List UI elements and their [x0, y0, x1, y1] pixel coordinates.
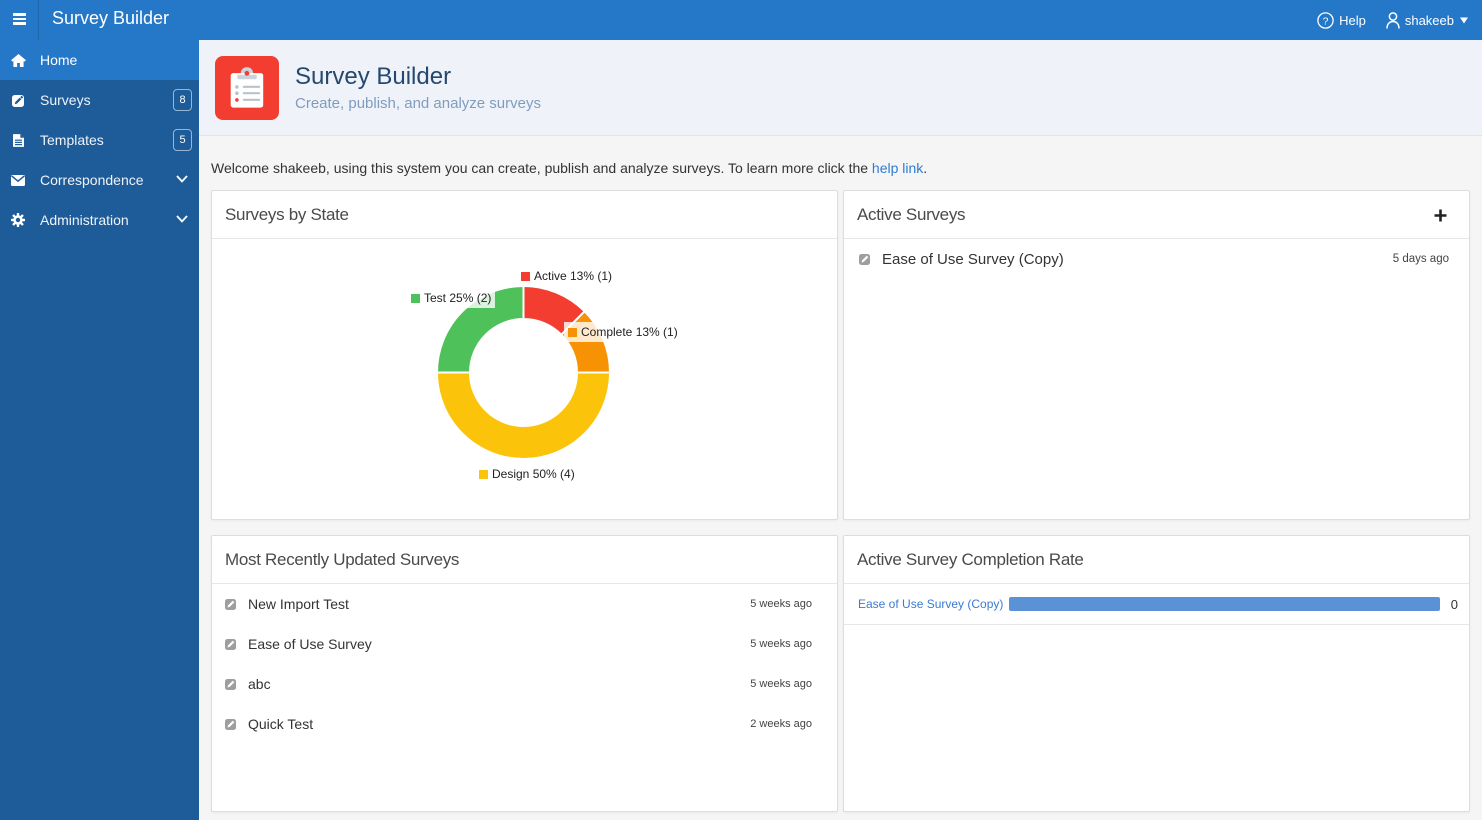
svg-text:?: ?	[1323, 15, 1329, 27]
